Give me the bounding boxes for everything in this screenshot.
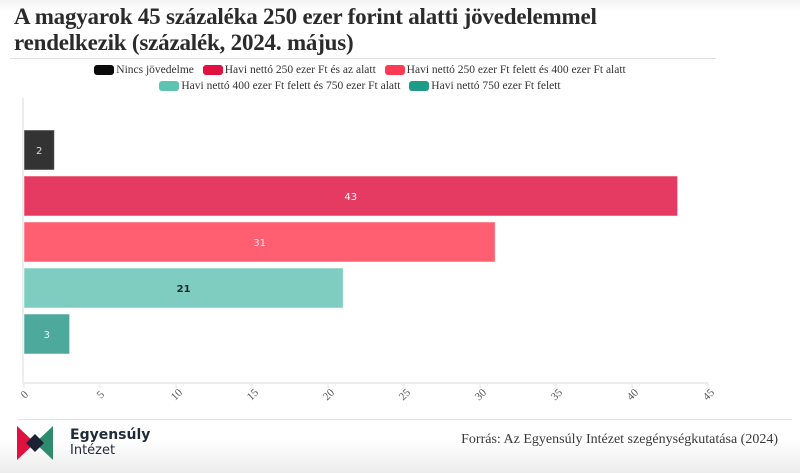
bar-data-label: 3 [44, 330, 50, 341]
title-divider [10, 58, 716, 59]
footer-divider [18, 419, 792, 420]
bar-data-label: 31 [253, 238, 266, 249]
bar [23, 175, 679, 217]
chart-title-line-1: A magyarok 45 százaléka 250 ezer forint … [14, 4, 597, 29]
bar [23, 267, 344, 309]
egyensuly-logo: Egyensúly Intézet [17, 426, 150, 460]
legend-label: Havi nettó 250 ezer Ft és az alatt [224, 64, 376, 76]
x-tick-label: 20 [321, 386, 338, 403]
logo-name-line-1: Egyensúly [70, 427, 151, 443]
x-tick-label: 40 [625, 386, 642, 403]
bar [23, 221, 496, 263]
bar-chart: 0 5 10 15 20 25 30 35 40 45 2 43 31 21 3 [19, 98, 718, 403]
legend-label: Havi nettó 400 ezer Ft felett és 750 eze… [181, 80, 401, 92]
bowtie-logo-icon [17, 426, 53, 460]
legend-label: Havi nettó 250 ezer Ft felett és 400 eze… [406, 64, 626, 76]
legend-swatch [94, 65, 115, 75]
legend-swatch [202, 65, 223, 75]
x-tick-label: 35 [549, 386, 566, 403]
legend-swatch [384, 65, 405, 75]
source-note: Forrás: Az Egyensúly Intézet szegénységk… [461, 432, 778, 447]
chart-title-line-2: rendelkezik (százalék, 2024. május) [14, 30, 354, 55]
legend-label: Nincs jövedelme [116, 64, 194, 76]
legend-row-1: Nincs jövedelme Havi nettó 250 ezer Ft é… [30, 63, 690, 79]
x-tick-label: 5 [95, 388, 108, 401]
bar [23, 129, 55, 171]
x-tick-label: 15 [245, 386, 262, 403]
bar-data-label: 43 [344, 192, 357, 203]
chart-title: A magyarok 45 százaléka 250 ezer forint … [14, 4, 714, 56]
legend-label: Havi nettó 750 ezer Ft felett [431, 80, 561, 92]
bar [23, 313, 71, 355]
logo-name-line-2: Intézet [70, 443, 116, 458]
legend-item-400k-750k[interactable]: Havi nettó 400 ezer Ft felett és 750 eze… [159, 79, 400, 93]
x-tick-label: 30 [473, 386, 490, 403]
chart-legend: Nincs jövedelme Havi nettó 250 ezer Ft é… [30, 63, 690, 95]
legend-item-over-750k[interactable]: Havi nettó 750 ezer Ft felett [409, 79, 561, 93]
legend-item-no-income[interactable]: Nincs jövedelme [94, 63, 194, 77]
x-tick-label: 0 [19, 388, 32, 401]
x-tick-label: 10 [169, 386, 186, 403]
legend-swatch [159, 81, 180, 91]
x-tick-label: 45 [701, 386, 718, 403]
x-tick-label: 25 [397, 386, 414, 403]
bar-data-label: 21 [177, 284, 191, 295]
bar-data-label: 2 [36, 146, 42, 157]
legend-item-250k-400k[interactable]: Havi nettó 250 ezer Ft felett és 400 eze… [384, 63, 626, 77]
legend-item-under-250k[interactable]: Havi nettó 250 ezer Ft és az alatt [202, 63, 376, 77]
legend-swatch [409, 81, 430, 91]
legend-row-2: Havi nettó 400 ezer Ft felett és 750 eze… [30, 79, 690, 95]
